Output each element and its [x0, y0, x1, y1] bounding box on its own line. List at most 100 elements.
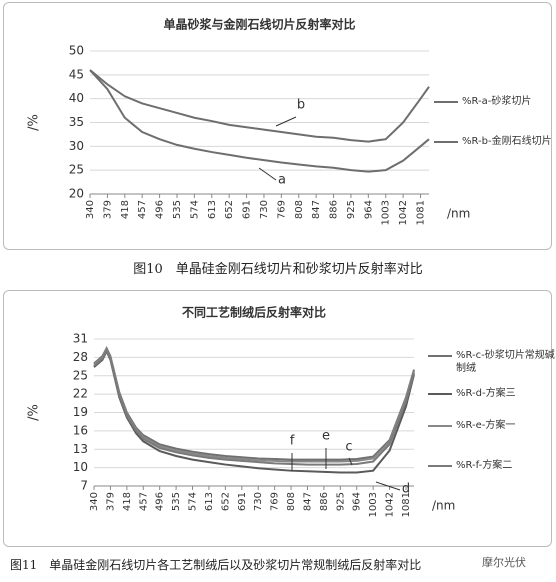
watermark: 摩尔光伏	[482, 556, 526, 569]
legend-swatch	[428, 393, 452, 395]
y-tick-label: 10	[73, 460, 88, 474]
y-tick-label: 50	[69, 44, 84, 58]
y-tick-label: 20	[69, 187, 84, 201]
x-tick-label: 886	[319, 492, 330, 511]
x-tick-label: 925	[346, 200, 357, 219]
annotation: d	[402, 482, 410, 497]
annotation: a	[278, 173, 286, 188]
line-series	[93, 345, 415, 461]
y-tick-label: 25	[73, 368, 88, 382]
legend-item: %R-c-砂浆切片常规碱制绒	[428, 349, 556, 375]
x-tick-label: 613	[204, 492, 215, 511]
x-tick-label: 730	[259, 200, 270, 219]
figure: 不同工艺制绒后反射率对比 7 10 13 16 19 22 25 28 31 340 379 418 45…	[3, 290, 555, 547]
legend-label: %R-e-方案一	[456, 420, 516, 431]
x-tick-label: 652	[224, 200, 235, 219]
x-tick-label: 1042	[385, 492, 396, 517]
y-tick-label: 45	[69, 67, 84, 81]
y-tick-label: 30	[69, 139, 84, 153]
annotation: b	[297, 98, 305, 113]
x-tick-label: 847	[302, 492, 313, 511]
x-tick-label: 418	[122, 492, 133, 511]
x-tick-label: 535	[172, 200, 183, 219]
x-tick-label: 613	[207, 200, 218, 219]
legend-swatch	[428, 355, 452, 357]
x-tick-label: 652	[220, 492, 231, 511]
x-axis-label: /nm	[432, 499, 455, 513]
caption: 图11 单晶硅金刚石线切片各工艺制绒后以及砂浆切片常规制绒后反射率对比	[10, 558, 422, 572]
annotation: e	[322, 429, 330, 444]
y-tick-label: 22	[73, 387, 88, 401]
x-tick-label: 496	[155, 200, 166, 219]
chart-title: 不同工艺制绒后反射率对比	[182, 305, 326, 320]
x-tick-label: 691	[237, 492, 248, 511]
legend-swatch	[434, 141, 458, 143]
x-tick-label: 457	[137, 200, 148, 219]
x-tick-label: 964	[352, 492, 363, 511]
y-tick-label: 35	[69, 115, 84, 129]
line-series	[93, 348, 415, 474]
legend-label: %R-b-金刚石线切片	[462, 136, 552, 147]
x-tick-label: 379	[102, 200, 113, 219]
y-axis-label: /%	[27, 404, 42, 421]
x-tick-label: 418	[120, 200, 131, 219]
x-tick-label: 769	[276, 200, 287, 219]
chart-title: 单晶砂浆与金刚石线切片反射率对比	[163, 17, 355, 32]
line-series	[89, 69, 430, 143]
x-tick-label: 1081	[401, 492, 412, 517]
annotation: c	[345, 440, 352, 455]
legend-item: %R-a-砂浆切片	[434, 95, 532, 108]
legend-item: %R-b-金刚石线切片	[434, 135, 552, 148]
line-series	[93, 348, 415, 466]
x-tick-label: 847	[311, 200, 322, 219]
x-tick-label: 340	[85, 200, 96, 219]
x-tick-label: 535	[171, 492, 182, 511]
x-tick-label: 1003	[368, 492, 379, 517]
legend-item: %R-e-方案一	[428, 419, 516, 432]
x-tick-label: 964	[363, 200, 374, 219]
y-tick-label: 16	[73, 423, 88, 437]
x-tick-label: 574	[188, 492, 199, 511]
caption: 图10 单晶硅金刚石线切片和砂浆切片反射率对比	[133, 262, 423, 277]
legend-label: %R-c-砂浆切片常规碱制绒	[456, 350, 555, 374]
x-tick-label: 457	[138, 492, 149, 511]
legend-swatch	[434, 101, 458, 103]
y-tick-label: 28	[73, 350, 88, 364]
x-tick-label: 886	[329, 200, 340, 219]
legend-item: %R-d-方案三	[428, 387, 516, 400]
annotation-leader	[348, 457, 353, 466]
x-tick-label: 574	[189, 200, 200, 219]
y-tick-label: 19	[73, 405, 88, 419]
x-tick-label: 1042	[398, 200, 409, 225]
legend-item: %R-f-方案二	[428, 459, 513, 472]
x-tick-label: 340	[89, 492, 100, 511]
y-axis-label: /%	[27, 114, 42, 131]
y-tick-label: 13	[73, 442, 88, 456]
x-axis-label: /nm	[447, 207, 470, 221]
x-tick-label: 1081	[416, 200, 427, 225]
legend-label: %R-d-方案三	[456, 388, 516, 399]
line-series	[93, 347, 415, 463]
legend-swatch	[428, 465, 452, 467]
y-tick-label: 25	[69, 163, 84, 177]
legend-swatch	[428, 425, 452, 427]
x-tick-label: 769	[270, 492, 281, 511]
annotation-leader	[258, 167, 277, 181]
annotation-leader	[275, 116, 297, 127]
x-tick-label: 808	[286, 492, 297, 511]
annotation-leader	[375, 481, 401, 491]
x-tick-label: 925	[335, 492, 346, 511]
x-tick-label: 691	[242, 200, 253, 219]
figure: 单晶砂浆与金刚石线切片反射率对比 20 25 30 35 40 45 50 340 379 418 4…	[3, 2, 552, 250]
legend-label: %R-f-方案二	[456, 460, 513, 471]
x-tick-label: 808	[294, 200, 305, 219]
y-tick-label: 7	[80, 479, 88, 493]
annotation: f	[290, 434, 295, 449]
chart: 不同工艺制绒后反射率对比 7 10 13 16 19 22 25 28 31 340 379 418 45…	[27, 305, 456, 518]
x-tick-label: 1003	[381, 200, 392, 225]
chart: 单晶砂浆与金刚石线切片反射率对比 20 25 30 35 40 45 50 340 379 418 4…	[27, 17, 471, 226]
x-tick-label: 496	[155, 492, 166, 511]
legend-label: %R-a-砂浆切片	[462, 96, 532, 107]
line-series	[89, 69, 430, 173]
